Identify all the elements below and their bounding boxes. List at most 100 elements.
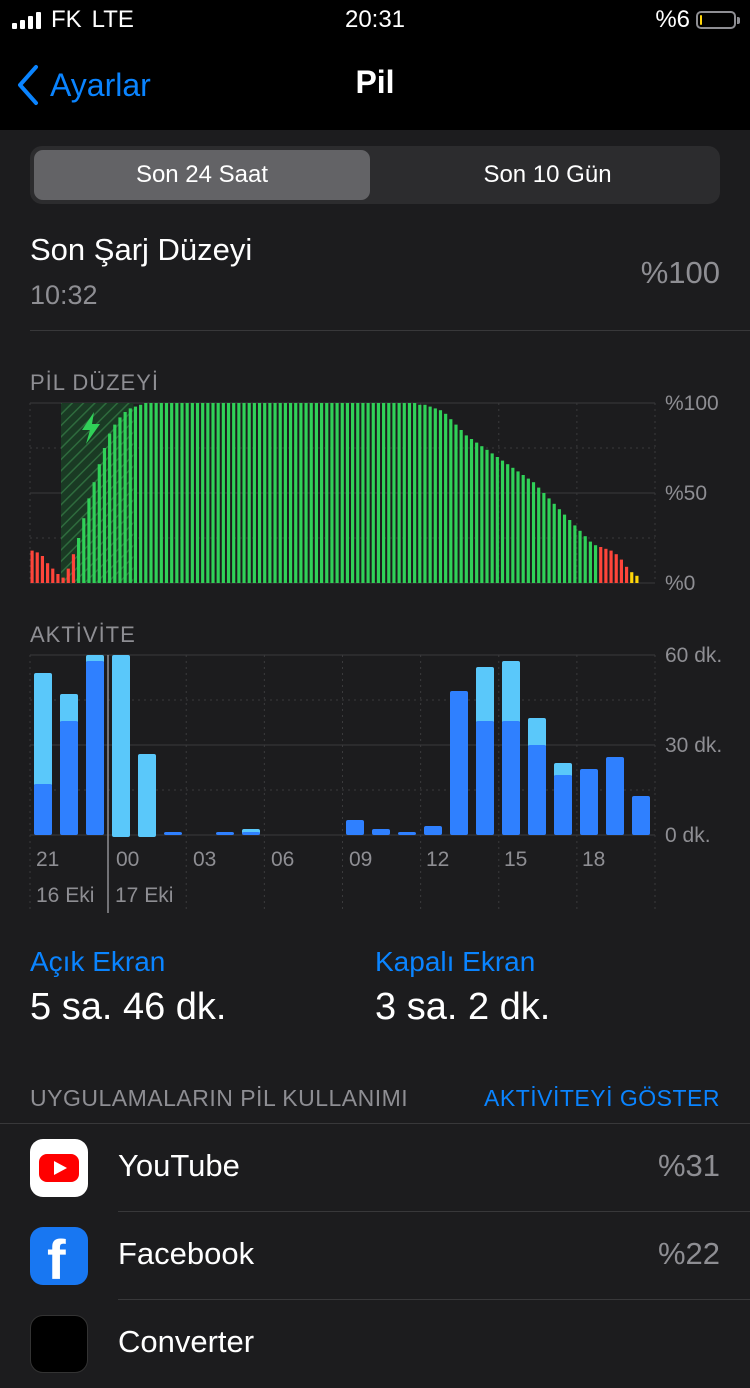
battery-bar <box>319 403 324 583</box>
battery-bar <box>495 457 499 583</box>
battery-bar <box>190 403 194 583</box>
battery-bar <box>257 403 262 583</box>
app-name: Converter <box>118 1324 255 1359</box>
app-row-facebook[interactable]: f Facebook %22 <box>0 1212 750 1300</box>
battery-bar <box>325 403 329 583</box>
activity-bar-screen-on <box>60 721 78 835</box>
show-activity-link[interactable]: AKTİVİTEYİ GÖSTER <box>484 1085 720 1111</box>
page-title: Pil <box>355 64 395 100</box>
battery-bar <box>449 419 453 583</box>
back-button[interactable]: Ayarlar <box>16 64 151 106</box>
app-percent: %31 <box>657 1148 720 1183</box>
battery-bar <box>226 403 231 583</box>
battery-bar <box>180 403 184 583</box>
activity-bar-screen-on <box>346 820 364 835</box>
battery-bar <box>526 478 530 583</box>
segment-last-10-days[interactable]: Son 10 Gün <box>483 161 612 188</box>
app-row-youtube[interactable]: YouTube %31 <box>0 1124 750 1212</box>
battery-bar <box>304 403 308 583</box>
battery-bar <box>531 482 536 583</box>
battery-bar <box>366 403 370 583</box>
battery-bar <box>583 536 587 583</box>
battery-bar <box>288 403 293 583</box>
battery-bar <box>547 498 551 583</box>
battery-icon <box>696 11 740 29</box>
divider <box>118 1211 750 1212</box>
segment-last-24-hours[interactable]: Son 24 Saat <box>34 150 370 200</box>
battery-bar <box>459 430 463 583</box>
battery-bar <box>252 403 256 583</box>
activity-bar-screen-off <box>112 655 130 837</box>
activity-xtick: 03 <box>193 848 217 871</box>
battery-bar <box>444 413 448 583</box>
activity-title: AKTİVİTE <box>30 622 136 647</box>
battery-bar <box>247 403 251 583</box>
battery-bar <box>599 547 603 583</box>
battery-bar <box>542 493 546 583</box>
carrier-name: FK <box>51 6 82 33</box>
battery-bar <box>263 403 267 583</box>
activity-bar-screen-on <box>216 832 234 835</box>
battery-level-chart <box>29 402 656 584</box>
status-bar: FK LTE 20:31 %6 <box>0 0 750 40</box>
activity-bar-screen-on <box>450 691 468 835</box>
lightning-icon <box>82 412 100 444</box>
last-charge-label: Son Şarj Düzeyi <box>30 232 253 267</box>
battery-level-title: PİL DÜZEYİ <box>30 370 159 395</box>
battery-bar <box>309 403 313 583</box>
screen-off-label: Kapalı Ekran <box>375 946 536 977</box>
screen-on-value: 5 sa. 46 dk. <box>30 986 227 1028</box>
activity-xtick: 09 <box>349 848 373 871</box>
battery-bar <box>299 403 303 583</box>
activity-bar-screen-on <box>34 784 52 835</box>
battery-bar <box>97 464 101 583</box>
app-name: YouTube <box>118 1148 240 1183</box>
last-charge-value: %100 <box>640 255 720 290</box>
battery-bar <box>330 403 334 583</box>
battery-bar <box>423 404 427 583</box>
battery-bar <box>521 475 525 583</box>
battery-bar <box>345 403 350 583</box>
activity-bar-screen-off <box>554 763 572 777</box>
activity-bar-screen-on <box>242 832 260 835</box>
battery-bar <box>557 509 561 583</box>
activity-bar-screen-on <box>580 769 598 835</box>
battery-bar <box>578 530 582 583</box>
activity-bar-screen-on <box>398 832 416 835</box>
battery-bar <box>175 403 179 583</box>
battery-bar <box>413 403 417 583</box>
battery-bar <box>113 424 117 583</box>
battery-bar <box>108 433 112 583</box>
battery-bar <box>335 403 339 583</box>
activity-bar-screen-on <box>606 757 624 835</box>
back-label: Ayarlar <box>50 66 151 103</box>
battery-bar <box>356 403 360 583</box>
battery-bar <box>164 403 169 583</box>
activity-bar-screen-on <box>632 796 650 835</box>
battery-bar <box>314 403 318 583</box>
battery-ytick-50: %50 <box>665 482 708 505</box>
activity-xtick: 12 <box>426 848 450 871</box>
battery-bar <box>170 403 174 583</box>
screen-off-value: 3 sa. 2 dk. <box>375 986 551 1028</box>
activity-xtick: 00 <box>116 848 140 871</box>
battery-bar <box>133 406 138 583</box>
battery-bar <box>35 552 39 583</box>
activity-xtick: 21 <box>36 848 60 871</box>
activity-bar-screen-off <box>502 661 520 723</box>
app-row-converter[interactable]: Converter <box>0 1300 750 1388</box>
battery-bar <box>635 575 639 583</box>
battery-bar <box>118 417 122 583</box>
divider <box>118 1299 750 1300</box>
app-percent: %22 <box>657 1236 720 1271</box>
activity-bar-screen-on <box>528 745 546 835</box>
battery-bar <box>351 403 355 583</box>
battery-bar <box>376 403 381 583</box>
activity-bar-screen-off <box>528 718 546 747</box>
app-usage-header: UYGULAMALARIN PİL KULLANIMI <box>30 1085 409 1111</box>
status-time: 20:31 <box>344 6 406 33</box>
activity-bar-screen-on <box>476 721 494 835</box>
battery-bar <box>402 403 406 583</box>
battery-bar <box>438 410 443 583</box>
status-left: FK LTE <box>12 6 134 34</box>
